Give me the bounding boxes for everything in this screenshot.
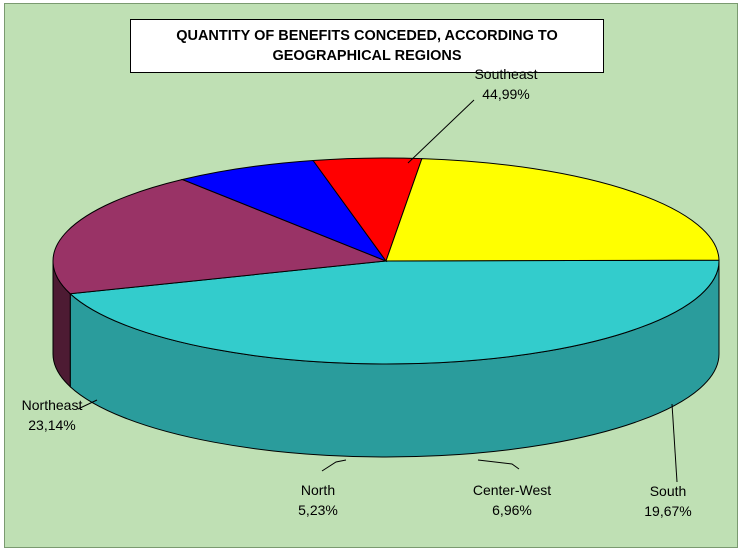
label-value-south: 19,67% bbox=[644, 503, 691, 519]
label-value-northeast: 23,14% bbox=[28, 417, 75, 433]
chart-title-line-1: QUANTITY OF BENEFITS CONCEDED, ACCORDING… bbox=[176, 28, 558, 44]
label-value-north: 5,23% bbox=[298, 502, 338, 518]
label-name-southeast: Southeast bbox=[474, 66, 537, 82]
slice-southeast bbox=[69, 259, 720, 365]
label-name-center-west: Center-West bbox=[473, 482, 551, 498]
label-value-southeast: 44,99% bbox=[482, 86, 529, 102]
label-value-center-west: 6,96% bbox=[492, 502, 532, 518]
leader-line-southeast bbox=[407, 99, 475, 164]
leader-line-south bbox=[671, 403, 678, 483]
label-name-northeast: Northeast bbox=[22, 397, 83, 413]
slice-northeast bbox=[385, 158, 720, 262]
chart-title: QUANTITY OF BENEFITS CONCEDED, ACCORDING… bbox=[130, 19, 604, 73]
slice-south bbox=[52, 178, 387, 295]
label-name-north: North bbox=[301, 482, 335, 498]
leader-line-north bbox=[321, 459, 347, 472]
chart-title-line-2: GEOGRAPHICAL REGIONS bbox=[272, 48, 462, 64]
label-name-south: South bbox=[650, 483, 687, 499]
slice-center-west bbox=[180, 159, 388, 263]
leader-line-northeast bbox=[77, 399, 98, 410]
leader-line-center-west bbox=[477, 459, 520, 470]
